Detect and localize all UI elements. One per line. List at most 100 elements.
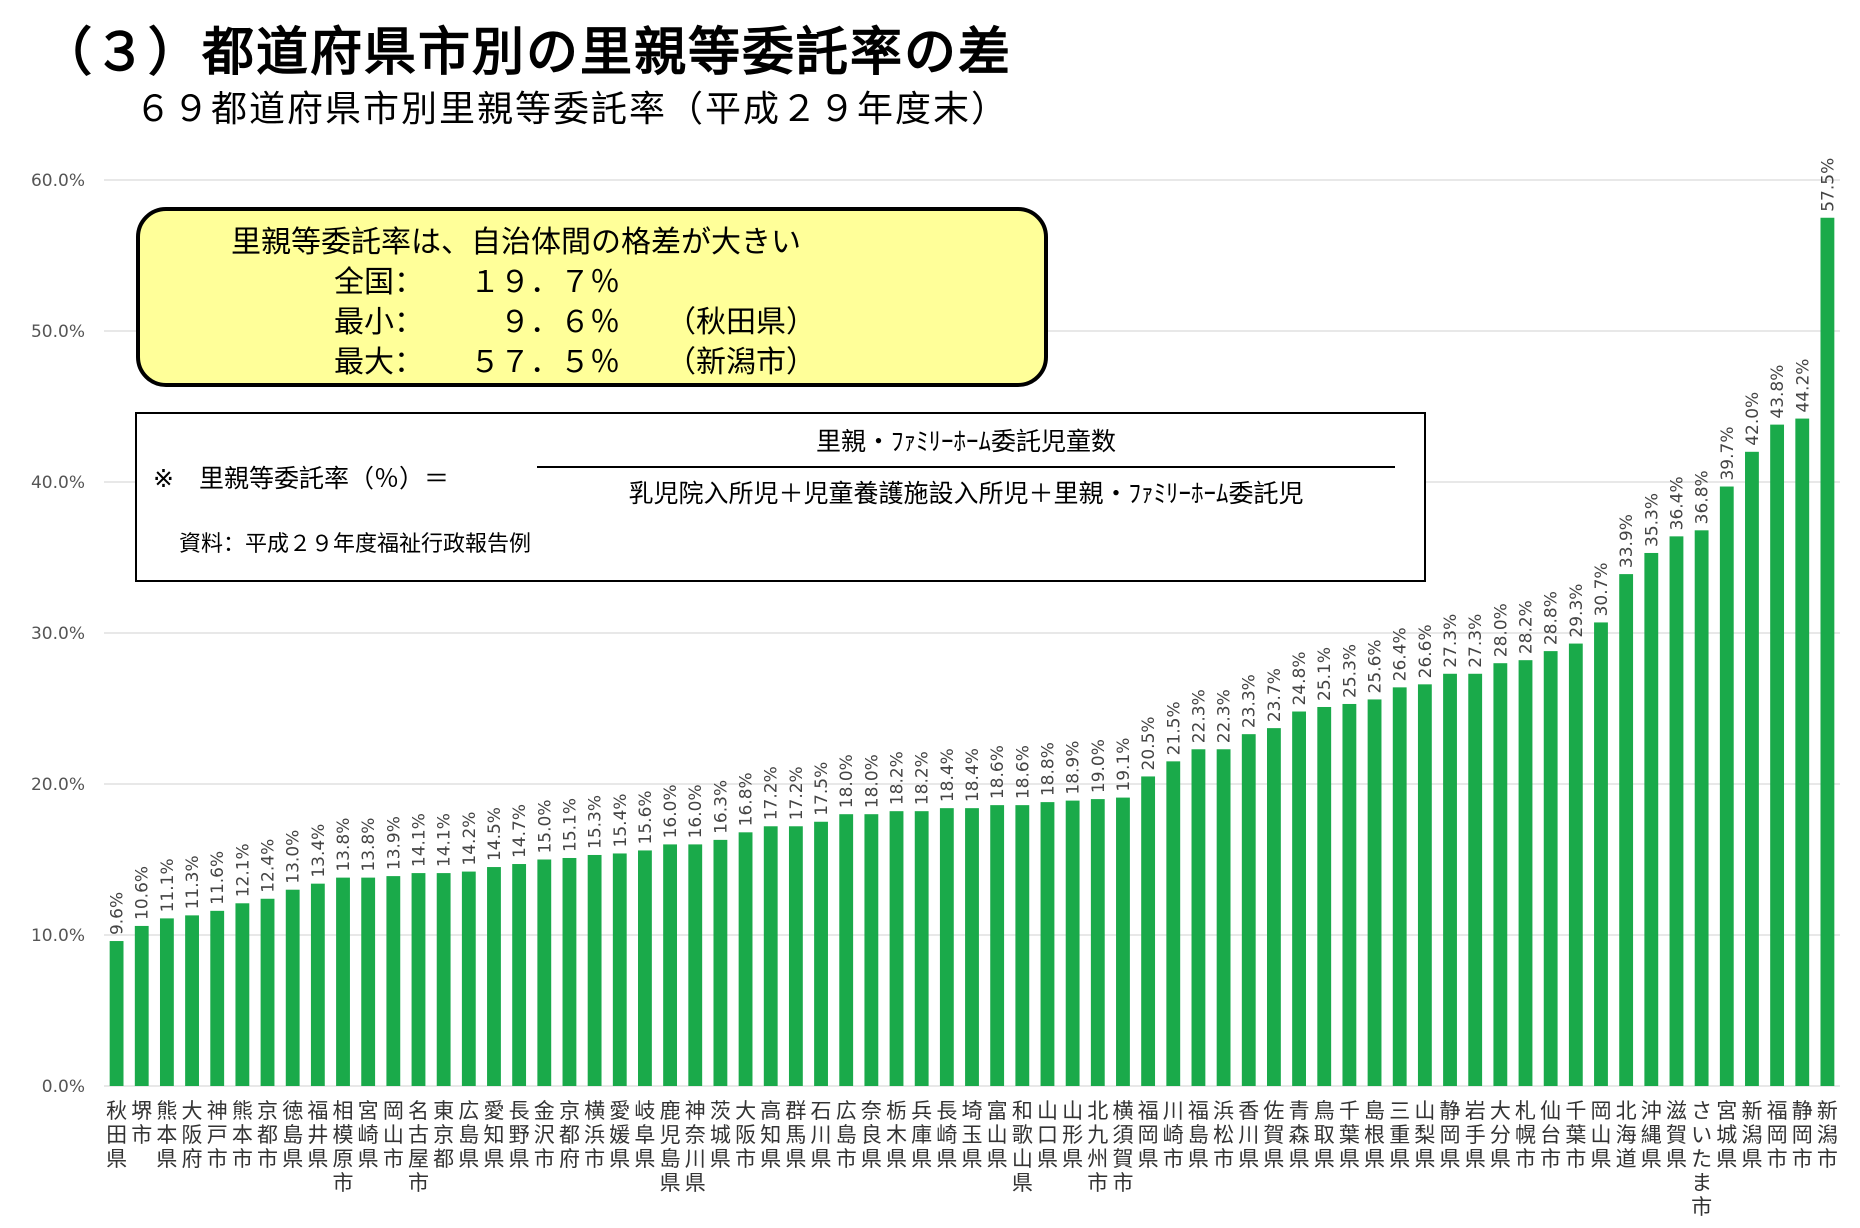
value-label: 22.3% — [1189, 689, 1209, 743]
x-tick-label: 鹿児島県 — [660, 1099, 681, 1195]
y-tick-label: 60.0% — [31, 171, 85, 191]
bar — [1166, 761, 1181, 1086]
value-label: 13.8% — [334, 818, 354, 872]
y-tick-label: 0.0% — [42, 1077, 85, 1097]
bar — [1770, 424, 1785, 1086]
bar — [1820, 217, 1835, 1086]
value-label: 15.0% — [535, 799, 555, 853]
x-tick-label: 広島県 — [458, 1099, 479, 1171]
x-tick-label: 名古屋市 — [408, 1099, 429, 1195]
formula-numerator: 里親・ﾌｧﾐﾘｰﾎｰﾑ委託児童数 — [815, 427, 1116, 456]
bar — [939, 808, 954, 1086]
bar — [1141, 776, 1156, 1086]
x-tick-label: 長野県 — [509, 1099, 530, 1171]
value-labels: 9.6% 10.6% 11.1% 11.3% 11.6% 12.1% 12.4% 13.0% 1… — [108, 158, 1839, 935]
value-label: 18.4% — [963, 748, 983, 802]
x-tick-label: 栃木県 — [886, 1099, 907, 1171]
value-label: 11.6% — [208, 851, 228, 905]
x-tick-label: 北九州市 — [1087, 1099, 1108, 1195]
bar — [1216, 749, 1231, 1086]
min-label: 最小： — [334, 305, 424, 340]
max-label: 最大： — [334, 345, 424, 380]
value-label: 43.8% — [1768, 365, 1788, 419]
value-label: 25.6% — [1366, 639, 1386, 693]
bar — [688, 844, 703, 1086]
bars — [109, 217, 1835, 1087]
x-tick-label: 福岡県 — [1138, 1099, 1159, 1171]
x-tick-label: 東京都 — [433, 1099, 454, 1171]
x-axis-labels: 秋田県堺市熊本県大阪府神戸市熊本市京都市徳島県福井県相模原市宮崎県岡山市名古屋市… — [106, 1099, 1838, 1219]
fraction-line — [537, 466, 1395, 468]
x-tick-label: 浜松市 — [1213, 1099, 1234, 1171]
y-tick-label: 50.0% — [31, 322, 85, 342]
x-tick-label: 山形県 — [1062, 1099, 1083, 1171]
value-label: 27.3% — [1466, 614, 1486, 668]
x-tick-label: 新潟市 — [1817, 1099, 1838, 1171]
x-tick-label: 愛媛県 — [609, 1099, 630, 1171]
value-label: 12.4% — [259, 839, 279, 893]
x-tick-label: 福井県 — [307, 1099, 328, 1171]
x-tick-label: 静岡市 — [1792, 1099, 1813, 1171]
bar — [1241, 734, 1256, 1086]
x-tick-label: 三重県 — [1389, 1099, 1410, 1171]
bar — [1266, 728, 1281, 1086]
value-label: 26.6% — [1416, 624, 1436, 678]
x-tick-label: 神奈川県 — [685, 1099, 706, 1195]
bar — [1644, 552, 1659, 1086]
min-value: ９．６％ — [500, 305, 620, 340]
value-label: 35.3% — [1642, 493, 1662, 547]
bar — [864, 814, 879, 1086]
bar — [310, 883, 325, 1086]
bar — [1543, 651, 1558, 1086]
bar — [461, 871, 476, 1086]
value-label: 28.8% — [1542, 591, 1562, 645]
value-label: 39.7% — [1718, 427, 1738, 481]
bar — [914, 811, 929, 1086]
bar — [1443, 673, 1457, 1086]
bar — [1518, 660, 1533, 1086]
value-label: 16.3% — [711, 780, 731, 834]
x-tick-label: 神戸市 — [207, 1099, 228, 1171]
value-label: 29.3% — [1567, 584, 1587, 638]
value-label: 18.9% — [1064, 741, 1084, 795]
x-tick-label: 和歌山県 — [1012, 1099, 1033, 1195]
value-label: 18.2% — [913, 751, 933, 805]
x-tick-label: 秋田県 — [106, 1099, 127, 1171]
value-label: 13.8% — [359, 818, 379, 872]
value-label: 14.1% — [409, 813, 429, 867]
bar — [1417, 684, 1432, 1086]
max-value: ５７．５％ — [470, 345, 620, 380]
value-label: 14.1% — [435, 813, 455, 867]
value-label: 24.8% — [1290, 652, 1310, 706]
value-label: 18.8% — [1038, 742, 1058, 796]
x-tick-label: さいたま市 — [1691, 1099, 1712, 1219]
bar — [1694, 530, 1709, 1086]
bar — [612, 853, 627, 1086]
value-label: 18.6% — [988, 745, 1008, 799]
x-tick-label: 相模原市 — [333, 1099, 354, 1195]
value-label: 18.2% — [888, 751, 908, 805]
y-tick-label: 40.0% — [31, 473, 85, 493]
x-tick-label: 福島県 — [1188, 1099, 1209, 1171]
x-tick-label: 滋賀県 — [1666, 1099, 1687, 1171]
bar — [1065, 800, 1080, 1086]
bar — [663, 844, 678, 1086]
bar — [713, 839, 728, 1086]
bar — [1090, 799, 1105, 1086]
value-label: 19.0% — [1089, 739, 1109, 793]
x-tick-label: 北海道 — [1616, 1099, 1637, 1171]
value-label: 28.2% — [1517, 600, 1537, 654]
value-label: 27.3% — [1441, 614, 1461, 668]
bar — [386, 876, 401, 1086]
x-tick-label: 長崎県 — [936, 1099, 957, 1171]
bar — [1493, 663, 1508, 1086]
x-tick-label: 岩手県 — [1465, 1099, 1486, 1171]
x-tick-label: 愛知県 — [483, 1099, 504, 1171]
value-label: 11.1% — [158, 858, 178, 912]
value-label: 44.2% — [1793, 359, 1813, 413]
x-tick-label: 千葉県 — [1339, 1099, 1360, 1171]
bar — [336, 877, 350, 1086]
y-tick-label: 10.0% — [31, 926, 85, 946]
bar — [487, 867, 501, 1086]
x-tick-label: 堺市 — [131, 1099, 152, 1147]
